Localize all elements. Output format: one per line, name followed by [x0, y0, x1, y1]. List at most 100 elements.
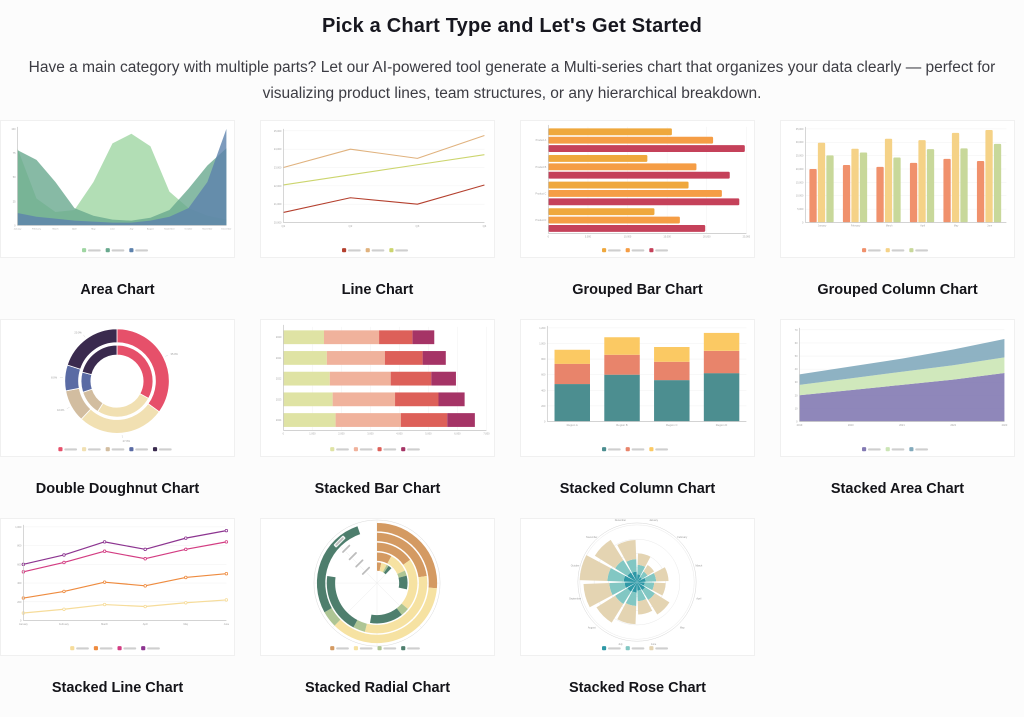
- svg-text:Region A: Region A: [567, 423, 578, 427]
- svg-text:20,000: 20,000: [796, 168, 804, 171]
- svg-text:24,000: 24,000: [274, 148, 282, 151]
- svg-text:June: June: [651, 643, 657, 646]
- svg-text:2022: 2022: [276, 378, 282, 381]
- svg-text:20.0%: 20.0%: [74, 330, 82, 334]
- chart-option-double-doughnut: 35.0%27.0%10.0%8.0%20.0%Double Doughnut …: [0, 319, 235, 516]
- svg-text:June: June: [110, 228, 115, 230]
- svg-text:600: 600: [17, 563, 22, 566]
- svg-text:February: February: [32, 227, 42, 230]
- svg-text:2023: 2023: [1002, 423, 1008, 427]
- chart-preview-grouped-column-svg: 05,00010,00015,00020,00025,00030,00035,0…: [781, 121, 1014, 257]
- svg-text:3,000: 3,000: [367, 432, 374, 435]
- chart-label-stacked-bar: Stacked Bar Chart: [260, 481, 495, 497]
- svg-text:35,000: 35,000: [796, 128, 804, 131]
- chart-option-stacked-radial: Stacked Radial Chart: [260, 518, 495, 715]
- chart-thumbnail-stacked-radial[interactable]: [260, 518, 495, 656]
- svg-text:0: 0: [548, 235, 550, 238]
- svg-text:November: November: [202, 227, 212, 230]
- svg-text:January: January: [818, 224, 827, 227]
- svg-text:Region B: Region B: [616, 423, 627, 427]
- svg-text:100: 100: [11, 128, 16, 131]
- svg-text:October: October: [571, 564, 580, 567]
- svg-text:0: 0: [802, 221, 804, 224]
- svg-text:January: January: [19, 623, 29, 626]
- svg-text:10.0%: 10.0%: [57, 408, 65, 412]
- svg-text:15,000: 15,000: [663, 235, 671, 238]
- svg-text:Q3: Q3: [416, 224, 420, 228]
- chart-label-stacked-rose: Stacked Rose Chart: [520, 680, 755, 696]
- svg-text:January: January: [649, 519, 659, 522]
- svg-text:May: May: [680, 626, 685, 629]
- svg-text:May: May: [91, 228, 96, 230]
- svg-text:January: January: [14, 227, 23, 230]
- svg-text:March: March: [101, 623, 108, 626]
- svg-text:5,000: 5,000: [425, 432, 432, 435]
- svg-text:2023: 2023: [276, 398, 282, 401]
- svg-text:0: 0: [544, 420, 546, 423]
- svg-text:5,000: 5,000: [585, 235, 592, 238]
- page-header: Pick a Chart Type and Let's Get Started …: [0, 0, 1024, 107]
- svg-text:September: September: [164, 227, 175, 230]
- svg-text:June: June: [987, 224, 993, 227]
- svg-text:May: May: [183, 623, 188, 626]
- svg-text:April: April: [920, 224, 925, 227]
- svg-text:Q4: Q4: [483, 224, 487, 228]
- page-title: Pick a Chart Type and Let's Get Started: [0, 15, 1024, 38]
- svg-text:2020: 2020: [276, 336, 282, 339]
- svg-text:September: September: [569, 598, 581, 601]
- svg-text:2022: 2022: [950, 423, 956, 427]
- page-description: Have a main category with multiple parts…: [12, 55, 1012, 107]
- svg-text:600: 600: [541, 374, 546, 377]
- svg-text:2,000: 2,000: [338, 432, 345, 435]
- svg-text:1,000: 1,000: [309, 432, 316, 435]
- svg-text:August: August: [588, 626, 596, 629]
- svg-text:40: 40: [795, 368, 798, 371]
- svg-text:May: May: [954, 224, 959, 227]
- svg-text:23,000: 23,000: [274, 167, 282, 170]
- svg-text:21,000: 21,000: [274, 203, 282, 206]
- svg-text:2021: 2021: [276, 357, 282, 360]
- svg-text:August: August: [147, 227, 154, 230]
- chart-label-stacked-column: Stacked Column Chart: [520, 481, 755, 497]
- chart-label-line: Line Chart: [260, 282, 495, 298]
- svg-text:March: March: [695, 564, 702, 567]
- svg-text:July: July: [130, 228, 135, 230]
- svg-text:75: 75: [13, 152, 16, 155]
- svg-text:800: 800: [17, 545, 22, 548]
- chart-label-grouped-bar: Grouped Bar Chart: [520, 282, 755, 298]
- svg-text:20,000: 20,000: [703, 235, 711, 238]
- svg-text:2020: 2020: [848, 423, 854, 427]
- svg-text:Region D: Region D: [716, 423, 727, 427]
- chart-thumbnail-double-doughnut[interactable]: 35.0%27.0%10.0%8.0%20.0%: [0, 319, 235, 457]
- svg-text:25,000: 25,000: [743, 235, 751, 238]
- svg-text:December: December: [615, 519, 626, 522]
- svg-text:0: 0: [14, 224, 16, 227]
- svg-text:October: October: [185, 227, 193, 230]
- svg-text:25: 25: [13, 200, 16, 203]
- svg-text:Product C: Product C: [535, 192, 546, 195]
- svg-text:Product B: Product B: [536, 166, 547, 169]
- svg-text:800: 800: [541, 358, 546, 361]
- svg-text:2024: 2024: [276, 419, 282, 422]
- svg-text:200: 200: [541, 405, 546, 408]
- svg-text:December: December: [221, 227, 231, 230]
- svg-text:30,000: 30,000: [796, 141, 804, 144]
- svg-text:35.0%: 35.0%: [171, 352, 179, 356]
